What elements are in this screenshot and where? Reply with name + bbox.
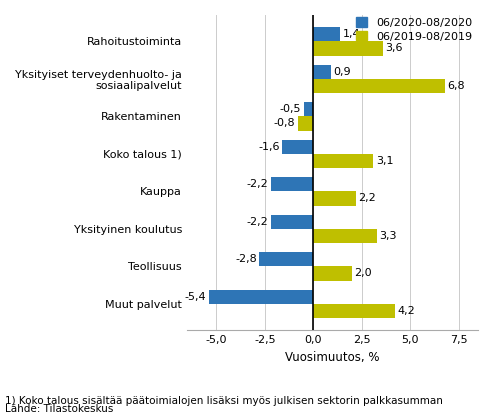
Bar xyxy=(314,266,352,281)
Text: -2,8: -2,8 xyxy=(235,254,257,264)
Bar xyxy=(314,79,445,93)
Text: 6,8: 6,8 xyxy=(447,81,465,91)
Bar xyxy=(259,252,314,266)
Text: 3,3: 3,3 xyxy=(380,231,397,241)
Bar xyxy=(209,290,314,304)
Bar xyxy=(314,304,395,318)
Text: Lähde: Tilastokeskus: Lähde: Tilastokeskus xyxy=(5,404,113,414)
Bar xyxy=(314,64,331,79)
Text: 3,6: 3,6 xyxy=(386,43,403,53)
Text: -0,8: -0,8 xyxy=(274,119,295,129)
Bar xyxy=(282,139,314,154)
Bar xyxy=(271,215,314,229)
Bar xyxy=(314,154,373,168)
Text: -1,6: -1,6 xyxy=(258,142,280,152)
Text: -5,4: -5,4 xyxy=(185,292,207,302)
Text: 1,4: 1,4 xyxy=(343,29,360,39)
Text: -2,2: -2,2 xyxy=(246,179,268,189)
Text: 2,2: 2,2 xyxy=(358,193,376,203)
Text: -2,2: -2,2 xyxy=(246,217,268,227)
Text: 1) Koko talous sisältää päätoimialojen lisäksi myös julkisen sektorin palkkasumm: 1) Koko talous sisältää päätoimialojen l… xyxy=(5,396,443,406)
Text: 0,9: 0,9 xyxy=(333,67,351,77)
Bar xyxy=(314,229,377,243)
Text: 2,0: 2,0 xyxy=(354,268,372,278)
Bar xyxy=(304,102,314,116)
Text: 4,2: 4,2 xyxy=(397,306,415,316)
Legend: 06/2020-08/2020, 06/2019-08/2019: 06/2020-08/2020, 06/2019-08/2019 xyxy=(356,17,472,42)
Bar xyxy=(271,177,314,191)
Bar xyxy=(314,41,383,55)
Text: -0,5: -0,5 xyxy=(280,104,301,114)
X-axis label: Vuosimuutos, %: Vuosimuutos, % xyxy=(285,351,380,364)
Bar xyxy=(314,27,341,41)
Bar xyxy=(298,116,314,131)
Bar xyxy=(314,191,356,206)
Text: 3,1: 3,1 xyxy=(376,156,393,166)
